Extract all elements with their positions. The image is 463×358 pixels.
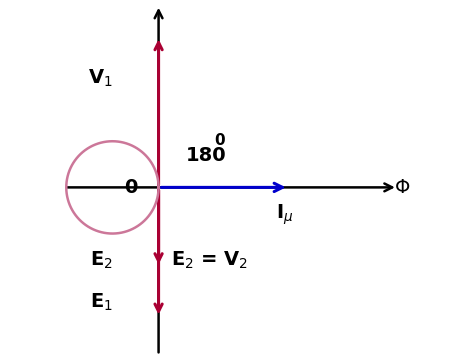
Text: $\Phi$: $\Phi$ <box>393 178 409 197</box>
Text: I$_\mu$: I$_\mu$ <box>275 202 293 227</box>
Text: V$_1$: V$_1$ <box>88 68 112 89</box>
Text: E$_2$ = V$_2$: E$_2$ = V$_2$ <box>171 250 248 271</box>
Text: 180: 180 <box>186 146 226 165</box>
Text: 0: 0 <box>124 178 138 197</box>
Text: E$_1$: E$_1$ <box>89 292 112 313</box>
Text: 0: 0 <box>214 133 224 148</box>
Text: E$_2$: E$_2$ <box>89 250 112 271</box>
